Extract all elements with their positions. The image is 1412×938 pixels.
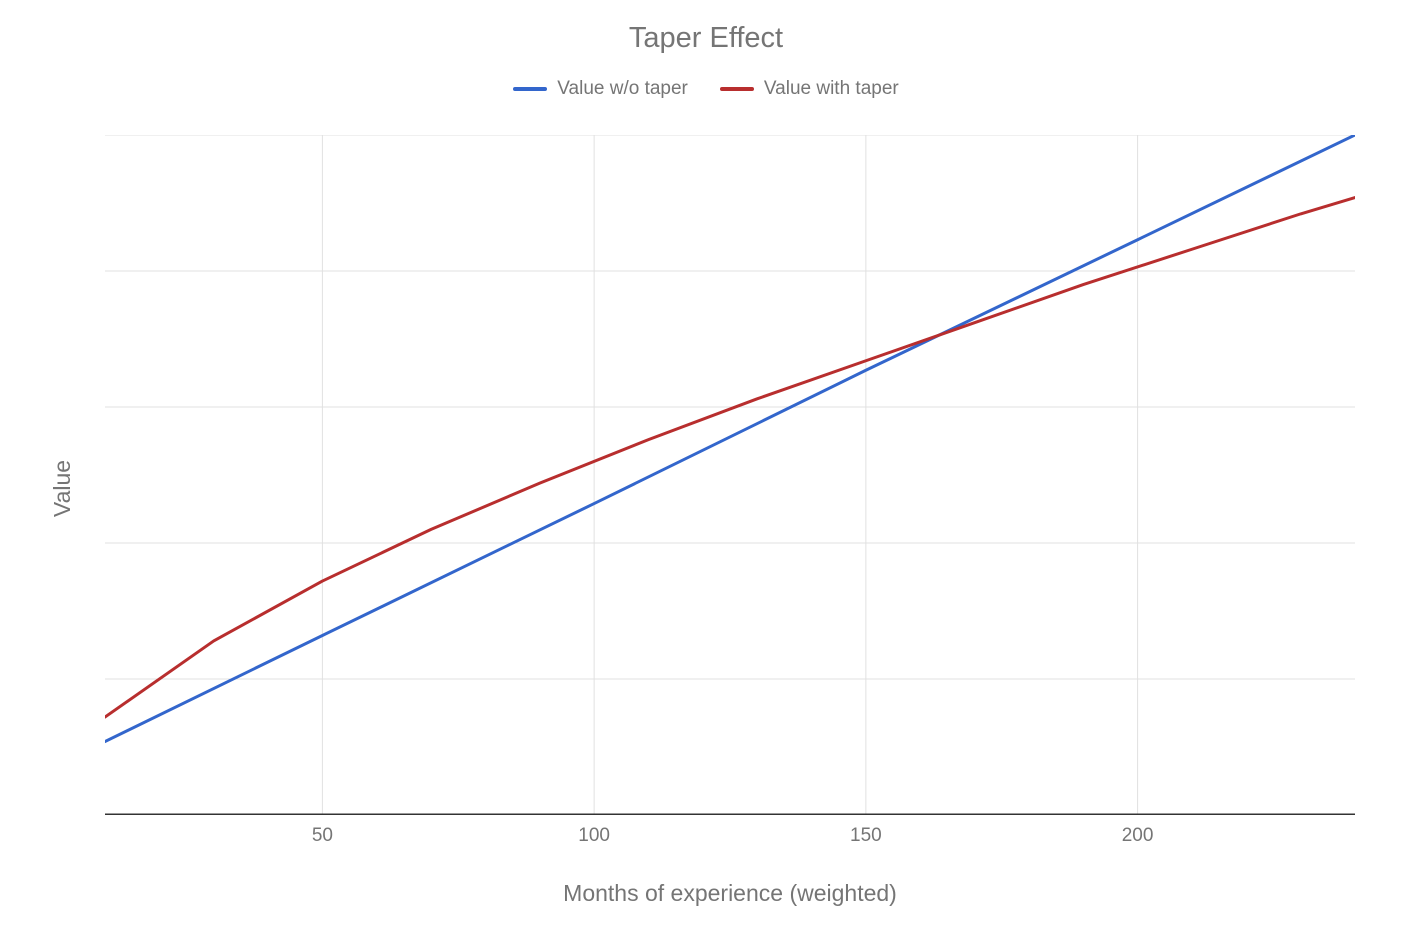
x-tick-label: 200 <box>1108 825 1168 847</box>
series-line-with-taper <box>105 198 1355 718</box>
x-tick-label: 50 <box>292 825 352 847</box>
chart-title: Taper Effect <box>0 22 1412 55</box>
legend-item-no-taper: Value w/o taper <box>513 78 688 100</box>
x-tick-label: 100 <box>564 825 624 847</box>
legend-swatch-no-taper <box>513 87 547 91</box>
y-axis-label: Value <box>49 460 76 517</box>
x-axis-label: Months of experience (weighted) <box>105 880 1355 907</box>
taper-effect-chart: Taper Effect Value w/o taper Value with … <box>0 0 1412 938</box>
series-line-no-taper <box>105 135 1355 742</box>
series-lines <box>105 135 1355 742</box>
legend-label-no-taper: Value w/o taper <box>557 78 688 100</box>
legend-label-with-taper: Value with taper <box>764 78 899 100</box>
legend-swatch-with-taper <box>720 87 754 91</box>
plot-area <box>105 135 1355 815</box>
x-tick-label: 150 <box>836 825 896 847</box>
y-gridlines <box>105 135 1355 815</box>
legend-item-with-taper: Value with taper <box>720 78 899 100</box>
chart-legend: Value w/o taper Value with taper <box>0 78 1412 100</box>
